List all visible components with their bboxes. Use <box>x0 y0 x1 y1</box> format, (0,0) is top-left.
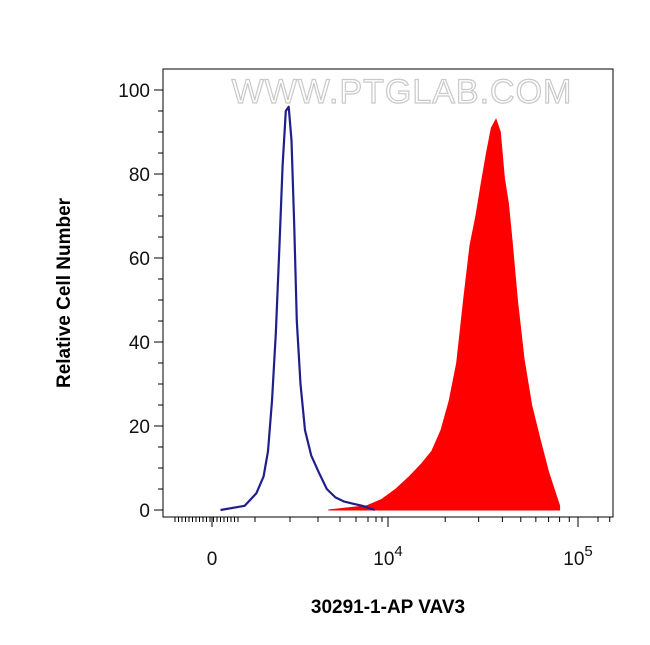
watermark-text: WWW.PTGLAB.COM <box>232 73 573 111</box>
y-tick-label: 80 <box>129 165 150 186</box>
plot-frame <box>162 68 614 518</box>
sample-histogram-filled <box>328 118 561 511</box>
series-layer <box>220 105 561 512</box>
y-axis-title: Relative Cell Number <box>54 197 75 388</box>
x-axis: 0 104 105 <box>174 517 611 570</box>
y-tick-label: 40 <box>129 333 150 354</box>
y-tick-label: 60 <box>129 249 150 270</box>
control-histogram-outline <box>220 105 375 512</box>
x-tick-label: 104 <box>373 543 402 570</box>
y-tick-label: 100 <box>118 81 150 102</box>
x-tick-label: 0 <box>207 549 218 570</box>
x-axis-title: 30291-1-AP VAV3 <box>311 597 465 618</box>
x-tick-label: 105 <box>563 543 592 570</box>
y-tick-label: 20 <box>129 417 150 438</box>
y-tick-label: 0 <box>139 501 150 522</box>
y-axis: 0 20 40 60 80 100 <box>118 81 163 522</box>
